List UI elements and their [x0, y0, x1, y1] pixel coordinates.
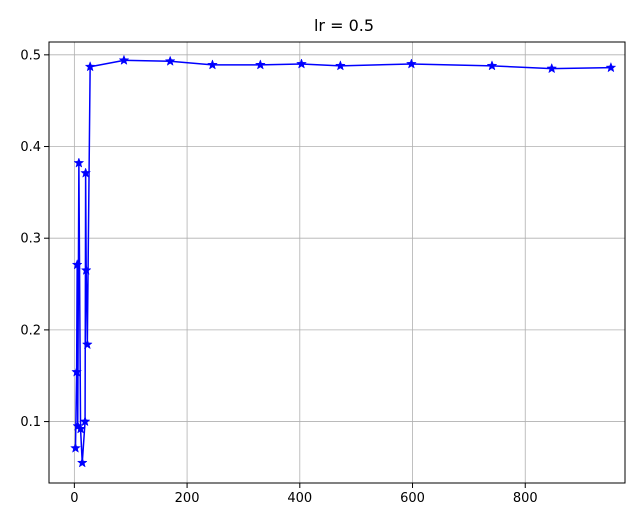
data-point-marker: [487, 61, 497, 70]
chart-title: lr = 0.5: [314, 16, 374, 35]
data-point-marker: [336, 61, 346, 70]
data-point-marker: [78, 458, 88, 467]
data-point-marker: [547, 64, 557, 73]
y-tick-label: 0.4: [20, 140, 41, 155]
grid-lines: [49, 42, 625, 483]
data-point-marker: [119, 55, 129, 64]
x-tick-label: 0: [70, 491, 78, 506]
x-tick-label: 600: [400, 491, 425, 506]
series-line: [75, 60, 610, 462]
data-point-marker: [83, 340, 93, 349]
data-point-marker: [297, 59, 307, 68]
y-tick-label: 0.2: [20, 323, 41, 338]
data-point-marker: [71, 443, 81, 452]
series-markers: [71, 55, 616, 467]
x-tick-label: 400: [287, 491, 312, 506]
x-tick-label: 800: [513, 491, 538, 506]
data-point-marker: [407, 59, 417, 68]
data-point-marker: [165, 56, 175, 65]
data-point-marker: [606, 63, 616, 72]
y-tick-label: 0.3: [20, 232, 41, 247]
plot-frame: [49, 42, 625, 483]
y-tick-label: 0.5: [20, 48, 41, 63]
axis-ticks: 0 200 400 600 800 0.1 0.2 0.3 0.4 0.5: [20, 48, 537, 506]
y-tick-label: 0.1: [20, 415, 41, 430]
data-point-marker: [208, 60, 218, 69]
data-point-marker: [256, 60, 266, 69]
series-line-layer: [75, 60, 610, 462]
x-tick-label: 200: [175, 491, 200, 506]
